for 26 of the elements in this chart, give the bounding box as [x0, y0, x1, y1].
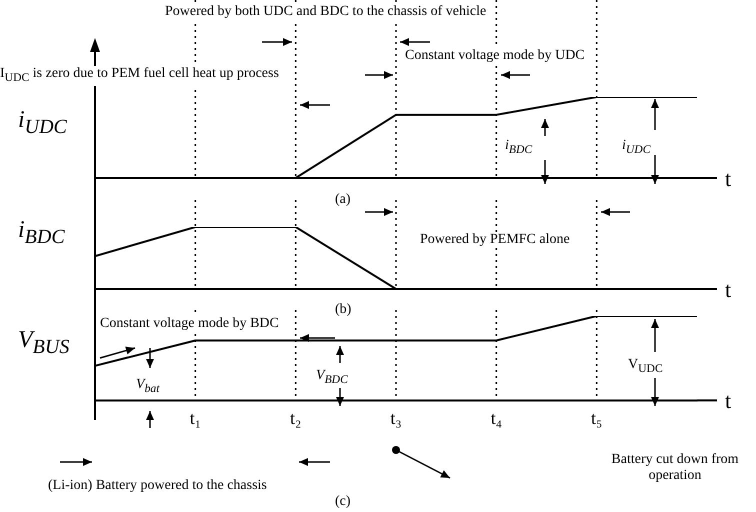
x-tick-label: t₄ [490, 408, 502, 428]
text: (a) [335, 192, 351, 208]
y-axis-title: i$_{BDC}$ [18, 216, 65, 250]
annotation: Constant voltage mode by BDC [100, 316, 279, 332]
x-tick-label: t₃ [390, 408, 402, 428]
annotation: i$_{UDC}$ [622, 138, 651, 158]
annotation: V$_{bat}$ [136, 377, 160, 397]
x-axis-title: t [725, 276, 732, 302]
y-axis-title: V$_{BUS}$ [18, 326, 70, 360]
annotation: i$_{BDC}$ [505, 138, 532, 158]
annotation: Powered by PEMFC alone [420, 232, 570, 248]
x-axis-title: t [725, 388, 732, 414]
text: Powered by both UDC and BDC to the chassis of vehicle [165, 4, 486, 20]
text: Battery cut down from operation [600, 452, 750, 484]
x-tick-label: t₅ [591, 408, 602, 428]
x-axis-title: t [725, 166, 732, 191]
text: (Li-ion) Battery powered to the chassis [48, 478, 267, 494]
annotation: V$_{UDC}$ [628, 357, 663, 377]
text: Constant voltage mode by UDC [405, 48, 585, 64]
text: (c) [335, 494, 351, 510]
x-tick-label: t₁ [190, 408, 201, 428]
annotation: (b) [335, 302, 352, 318]
annotation: V$_{BDC}$ [316, 368, 348, 388]
text: I$_{UDC}$ is zero due to PEM fuel cell heat up process [0, 66, 279, 86]
y-axis-title: i$_{UDC}$ [18, 106, 67, 140]
x-tick-label: t₂ [290, 408, 302, 428]
